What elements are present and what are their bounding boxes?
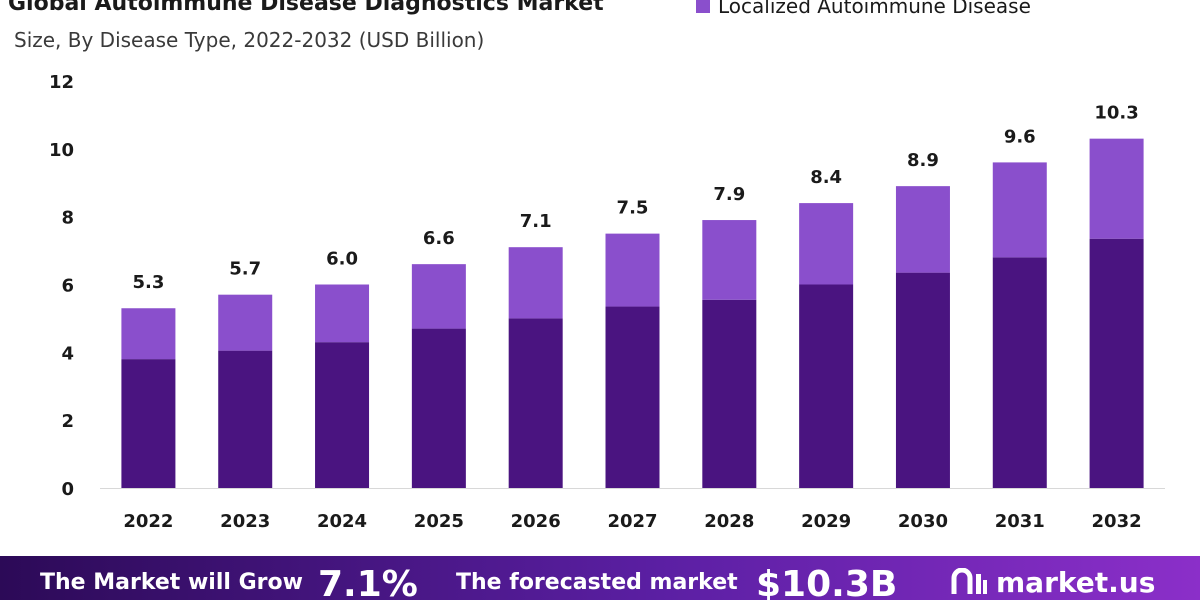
logo-text: market.us bbox=[996, 566, 1156, 599]
bar-segment-lower bbox=[895, 272, 950, 488]
legend: Localized Autoimmune Disease bbox=[696, 0, 1031, 18]
bar-total-label: 10.3 bbox=[1094, 103, 1138, 124]
x-tick-label: 2026 bbox=[511, 511, 561, 532]
y-tick-label: 0 bbox=[61, 479, 74, 500]
bar-segment-lower bbox=[605, 306, 660, 488]
legend-label: Localized Autoimmune Disease bbox=[718, 0, 1031, 18]
bar-total-label: 6.0 bbox=[326, 249, 358, 270]
x-tick-label: 2023 bbox=[220, 511, 270, 532]
bar-segment-localized bbox=[508, 247, 563, 319]
bar-total-label: 6.6 bbox=[423, 228, 455, 249]
bar-segment-localized bbox=[1089, 138, 1144, 239]
bar-segment-localized bbox=[605, 233, 660, 307]
x-tick-label: 2031 bbox=[995, 511, 1045, 532]
bar-total-label: 8.4 bbox=[810, 167, 842, 188]
x-tick-label: 2022 bbox=[123, 511, 173, 532]
market-us-logo-icon bbox=[951, 567, 987, 594]
banner-forecast-value: $10.3B bbox=[756, 564, 898, 600]
x-tick-label: 2025 bbox=[414, 511, 464, 532]
bar-segment-localized bbox=[799, 203, 854, 285]
footer-banner: The Market will Grow 7.1% The forecasted… bbox=[0, 556, 1200, 600]
bar-segment-localized bbox=[411, 264, 466, 329]
x-tick-label: 2028 bbox=[704, 511, 754, 532]
bar-segment-lower bbox=[411, 328, 466, 488]
bar-total-label: 7.5 bbox=[617, 198, 649, 219]
bar-segment-localized bbox=[992, 162, 1047, 258]
legend-swatch bbox=[696, 0, 710, 13]
bar-segment-lower bbox=[315, 342, 370, 488]
total-labels: 5.3 5.7 6.0 6.6 7.1 7.5 7.9 8.4 8.9 9.6 10.3 bbox=[132, 103, 1138, 294]
bar-total-label: 5.7 bbox=[229, 259, 261, 280]
bar-segment-lower bbox=[702, 299, 757, 488]
market-us-logo: market.us bbox=[950, 566, 1155, 599]
banner-grow-text: The Market will Grow bbox=[40, 570, 303, 595]
x-tick-label: 2032 bbox=[1092, 511, 1142, 532]
y-tick-label: 6 bbox=[61, 276, 74, 297]
x-tick-label: 2029 bbox=[801, 511, 851, 532]
x-tick-label: 2027 bbox=[607, 511, 657, 532]
y-tick-label: 10 bbox=[49, 140, 74, 161]
banner-cagr: 7.1% bbox=[318, 564, 418, 600]
bar-segment-lower bbox=[799, 284, 854, 488]
bar-segment-localized bbox=[218, 294, 273, 351]
banner-forecast-text: The forecasted market bbox=[456, 570, 738, 595]
bar-total-label: 8.9 bbox=[907, 150, 939, 171]
bar-segment-lower bbox=[992, 257, 1047, 488]
y-tick-label: 12 bbox=[49, 72, 74, 93]
bar-segment-localized bbox=[702, 220, 757, 300]
bar-segment-localized bbox=[315, 284, 370, 343]
bar-segment-localized bbox=[121, 308, 176, 360]
bar-total-label: 7.1 bbox=[520, 211, 552, 232]
y-tick-label: 4 bbox=[61, 343, 74, 364]
y-tick-label: 2 bbox=[61, 411, 74, 432]
bar-segment-lower bbox=[508, 318, 563, 488]
bar-segment-lower bbox=[218, 350, 273, 488]
chart-subtitle: Size, By Disease Type, 2022-2032 (USD Bi… bbox=[14, 28, 485, 52]
x-axis: 2022 2023 2024 2025 2026 2027 2028 2029 2030 2031… bbox=[123, 511, 1141, 532]
bar-segment-lower bbox=[121, 359, 176, 488]
y-tick-label: 8 bbox=[61, 208, 74, 229]
x-tick-label: 2030 bbox=[898, 511, 948, 532]
bar-total-label: 9.6 bbox=[1004, 126, 1036, 147]
y-axis: 0 2 4 6 8 10 12 bbox=[49, 72, 1165, 500]
bar-segment-lower bbox=[1089, 238, 1144, 488]
bars bbox=[121, 138, 1144, 488]
bar-segment-localized bbox=[895, 186, 950, 273]
x-tick-label: 2024 bbox=[317, 511, 367, 532]
bar-total-label: 5.3 bbox=[132, 272, 164, 293]
chart-title: Global Autoimmune Disease Diagnostics Ma… bbox=[8, 0, 604, 16]
bar-total-label: 7.9 bbox=[713, 184, 745, 205]
